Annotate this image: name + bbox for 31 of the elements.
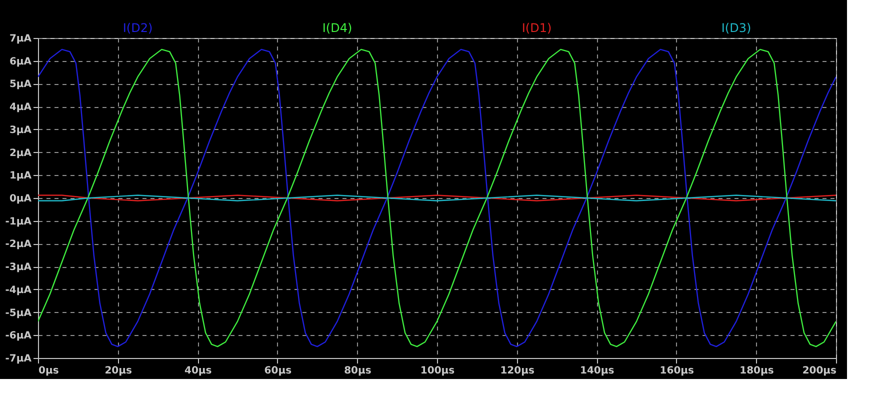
y-tick-label: 6µA — [9, 56, 32, 68]
y-tick-label: 1µA — [9, 170, 32, 182]
y-tick-label: -6µA — [5, 330, 32, 342]
x-tick-label: 80µs — [344, 366, 372, 376]
x-tick-label: 60µs — [264, 366, 292, 376]
y-tick-label: -4µA — [5, 284, 32, 296]
y-tick-label: -3µA — [5, 262, 32, 274]
y-tick-label: -5µA — [5, 308, 32, 319]
text: I(D3) — [721, 21, 752, 35]
x-tick-label: 140µs — [580, 366, 614, 376]
x-tick-label: 160µs — [660, 366, 694, 376]
x-tick-label: 40µs — [184, 366, 212, 376]
x-tick-label: 200µs — [802, 366, 837, 376]
x-tick-label: 180µs — [740, 366, 774, 376]
line-series — [38, 48, 836, 348]
series-label: I(D4) — [322, 21, 352, 35]
x-tick-label: 100µs — [420, 366, 455, 376]
y-tick-label: 4µA — [9, 102, 32, 114]
y-tick-label: -2µA — [5, 239, 32, 250]
y-tick-label: -1µA — [5, 216, 32, 228]
x-tick-label: 20µs — [104, 366, 132, 376]
y-tick-label: 2µA — [9, 148, 32, 159]
x-tick-label: 120µs — [500, 366, 534, 376]
text: I(D2) — [122, 21, 153, 35]
x-tick-label: 0µs — [38, 366, 59, 376]
y-tick-label: 7µA — [9, 34, 32, 44]
y-tick-label: -7µA — [5, 354, 32, 364]
text: I(D1) — [522, 21, 552, 35]
y-tick-label: 5µA — [9, 79, 32, 90]
y-tick-label: 0µA — [9, 194, 32, 204]
y-tick-label: 3µA — [9, 124, 32, 136]
